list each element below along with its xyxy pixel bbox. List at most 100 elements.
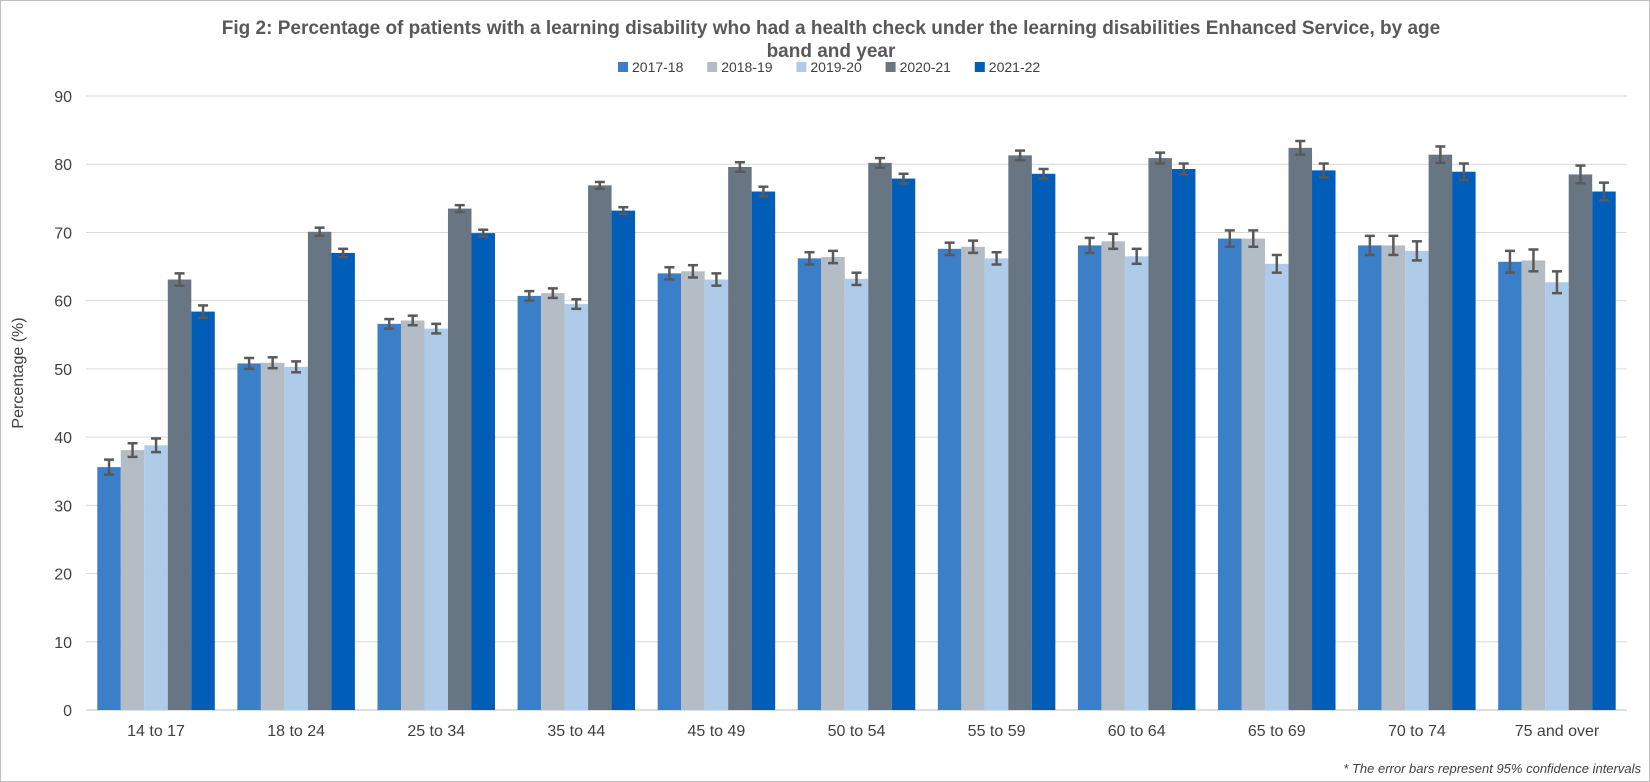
error-bar (618, 205, 629, 216)
error-bar (524, 289, 535, 302)
error-bar (407, 314, 418, 327)
y-tick-label: 20 (54, 567, 72, 584)
error-bar (1528, 248, 1539, 273)
bar-2019-20-50-to-54 (844, 278, 869, 710)
error-bar (338, 247, 349, 259)
y-tick-label: 50 (54, 362, 72, 379)
x-tick-label: 75 and over (1515, 723, 1600, 740)
bars (97, 147, 1616, 711)
x-tick-label: 45 to 49 (687, 723, 745, 740)
error-bar (454, 203, 465, 214)
error-bar (1178, 162, 1189, 176)
bar-2020-21-75-and-over (1568, 174, 1593, 710)
bar-2017-18-60-to-64 (1077, 245, 1102, 710)
bar-2019-20-14-to-17 (144, 445, 168, 710)
error-bar (1108, 232, 1119, 251)
y-tick-label: 70 (54, 225, 72, 242)
x-tick-label: 35 to 44 (547, 723, 605, 740)
legend-swatch (885, 62, 896, 72)
error-bar (478, 228, 489, 238)
bar-2021-22-14-to-17 (191, 311, 215, 710)
error-bar (875, 156, 885, 169)
error-bar (1131, 247, 1142, 266)
x-tick-label: 60 to 64 (1108, 723, 1166, 740)
bar-2021-22-70-to-74 (1452, 171, 1476, 710)
error-bar (1551, 270, 1562, 295)
bar-2017-18-18-to-24 (237, 363, 261, 710)
error-bar (314, 226, 325, 238)
bar-2019-20-25-to-34 (424, 328, 448, 710)
y-axis-ticks: 0 10 20 30 40 50 60 70 80 90 (54, 89, 72, 720)
bar-2018-19-75-and-over (1521, 260, 1546, 710)
error-bar (594, 180, 605, 191)
error-bar (244, 356, 255, 371)
x-axis-ticks: 14 to 17 18 to 24 25 to 34 35 to 44 45 to 49… (127, 723, 1600, 740)
error-bar (1224, 229, 1235, 249)
bar-2019-20-65-to-69 (1265, 263, 1289, 710)
bar-2020-21-55-to-59 (1008, 155, 1032, 710)
error-bar (734, 160, 745, 173)
y-tick-label: 40 (54, 430, 72, 447)
error-bar (828, 249, 838, 265)
bar-2017-18-50-to-54 (797, 258, 822, 710)
bar-2020-21-65-to-69 (1288, 147, 1313, 711)
error-bar (664, 265, 675, 281)
error-bars (104, 139, 1609, 476)
error-bar (804, 250, 815, 266)
error-bar (1084, 236, 1095, 255)
bar-2021-22-65-to-69 (1312, 170, 1336, 710)
bar-2017-18-35-to-44 (517, 295, 542, 710)
bar-2018-19-25-to-34 (400, 320, 425, 710)
bar-2019-20-70-to-74 (1405, 250, 1429, 710)
bar-2018-19-14-to-17 (120, 450, 145, 710)
error-bar (198, 304, 209, 319)
bar-2017-18-75-and-over (1498, 261, 1522, 710)
bar-2021-22-45-to-49 (751, 191, 776, 710)
bar-2021-22-35-to-44 (611, 210, 636, 710)
legend-swatch (974, 62, 985, 72)
bar-2017-18-45-to-49 (657, 273, 682, 710)
bar-2017-18-25-to-34 (377, 323, 401, 710)
bar-2021-22-18-to-24 (331, 252, 355, 710)
bar-2018-19-35-to-44 (541, 293, 565, 710)
x-tick-label: 70 to 74 (1388, 723, 1446, 740)
error-bar (1155, 151, 1166, 165)
x-tick-label: 50 to 54 (828, 723, 886, 740)
error-bar (1318, 162, 1329, 179)
bar-2020-21-35-to-44 (588, 185, 612, 711)
y-tick-label: 10 (54, 635, 72, 652)
legend-item-2019-20: 2019-20 (796, 59, 862, 75)
error-bar (267, 356, 278, 370)
bar-2018-19-70-to-74 (1381, 245, 1406, 710)
error-bar (1015, 149, 1026, 162)
y-tick-label: 30 (54, 498, 72, 515)
bar-2017-18-70-to-74 (1358, 245, 1382, 710)
error-bar (1038, 167, 1049, 180)
x-tick-label: 55 to 59 (968, 723, 1026, 740)
bar-2019-20-45-to-49 (704, 279, 729, 710)
error-bar (711, 272, 722, 287)
legend-label: 2019-20 (810, 59, 862, 75)
bar-2018-19-55-to-59 (961, 246, 985, 710)
bar-2020-21-14-to-17 (167, 279, 192, 710)
error-bar (944, 241, 955, 257)
bar-2020-21-50-to-54 (868, 162, 892, 710)
error-bar (571, 298, 582, 311)
chart-title-line-1: Fig 2: Percentage of patients with a lea… (222, 18, 1440, 39)
legend-swatch (618, 62, 628, 72)
error-bar (1248, 229, 1259, 249)
error-bar (151, 437, 162, 454)
legend-swatch (707, 62, 718, 72)
error-bar (547, 287, 558, 300)
bar-2020-21-18-to-24 (307, 231, 332, 711)
bar-2017-18-55-to-59 (937, 248, 962, 710)
error-bar (851, 271, 862, 287)
error-bar (174, 272, 185, 287)
error-bar (104, 458, 115, 476)
bar-2018-19-60-to-64 (1101, 241, 1125, 710)
bar-2018-19-50-to-54 (821, 257, 845, 710)
x-tick-label: 25 to 34 (407, 723, 465, 740)
bar-2020-21-45-to-49 (728, 166, 752, 710)
bar-2018-19-18-to-24 (260, 362, 285, 710)
